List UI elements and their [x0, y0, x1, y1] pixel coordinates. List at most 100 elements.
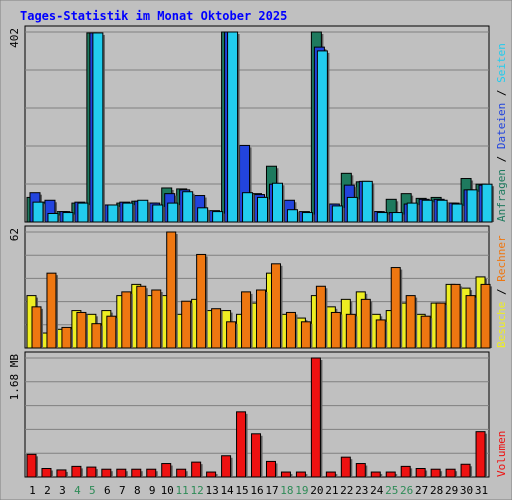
bar	[196, 253, 207, 349]
bar	[131, 468, 142, 478]
chart-title: Tages-Statistik im Monat Oktober 2025	[20, 9, 287, 23]
bar	[242, 192, 254, 223]
day-label: 30	[460, 484, 473, 497]
bar	[340, 456, 351, 478]
day-label: 19	[295, 484, 308, 497]
bar	[61, 326, 72, 349]
day-label: 5	[89, 484, 96, 497]
bar	[391, 212, 403, 223]
day-labels: 1 2 3 4 5 6 7 8 9 10 11 12 13 14 15 16 17 18 19 20 21 22 23 24 2…	[29, 484, 488, 497]
bar	[191, 461, 202, 478]
bar	[206, 471, 217, 478]
bar	[221, 455, 232, 478]
legend-item: Anfragen	[495, 169, 508, 222]
bar	[435, 302, 446, 349]
bar	[285, 311, 296, 349]
bar	[406, 202, 418, 223]
bar	[420, 315, 431, 349]
bar	[32, 201, 44, 223]
series-rechner	[31, 231, 493, 349]
series-seiten	[32, 31, 495, 223]
bar	[445, 468, 456, 478]
day-label: 25	[385, 484, 398, 497]
legend-separator: /	[495, 282, 508, 302]
bar	[76, 311, 87, 349]
bar	[31, 306, 42, 349]
day-label: 2	[44, 484, 51, 497]
day-label: 22	[340, 484, 353, 497]
bar	[212, 211, 224, 223]
bar	[226, 321, 237, 349]
bar	[370, 471, 381, 478]
bar	[316, 50, 328, 223]
day-label: 27	[415, 484, 428, 497]
bar	[227, 31, 239, 223]
bar	[310, 357, 321, 478]
day-label: 23	[355, 484, 368, 497]
bar	[161, 463, 172, 478]
panel-3: 1.68 MB Volumen	[8, 351, 508, 478]
y-max-label: 1.68 MB	[8, 354, 21, 401]
bar	[415, 468, 426, 478]
bar	[167, 202, 179, 223]
day-label: 6	[104, 484, 111, 497]
series-volumen	[26, 357, 488, 478]
bar	[121, 291, 132, 349]
day-label: 15	[235, 484, 248, 497]
bar	[211, 308, 222, 349]
bar	[481, 183, 493, 223]
bar	[346, 196, 358, 223]
bar	[265, 460, 276, 478]
legend-item: Rechner	[495, 235, 508, 282]
bar	[56, 469, 67, 478]
bar	[136, 285, 147, 349]
bar	[430, 468, 441, 478]
bar	[480, 283, 491, 349]
panel-1: 402 Anfragen / Dateien / Seiten	[8, 25, 508, 223]
day-label: 28	[430, 484, 443, 497]
bar	[465, 295, 476, 349]
bar	[355, 463, 366, 478]
day-label: 21	[325, 484, 338, 497]
day-label: 14	[220, 484, 234, 497]
day-label: 26	[400, 484, 413, 497]
bar	[295, 471, 306, 478]
bar	[106, 315, 117, 349]
day-label: 18	[280, 484, 293, 497]
day-label: 1	[29, 484, 36, 497]
bar	[166, 231, 177, 349]
bar	[301, 212, 313, 223]
bar	[376, 212, 388, 223]
bar	[91, 323, 102, 349]
bar	[385, 471, 396, 478]
bar	[62, 212, 74, 223]
bar	[26, 453, 37, 478]
day-label: 20	[310, 484, 323, 497]
bar	[375, 319, 386, 349]
bar	[257, 196, 269, 223]
legend-item: Besuche	[495, 302, 508, 348]
bar	[241, 291, 252, 349]
day-label: 31	[475, 484, 488, 497]
day-label: 24	[370, 484, 384, 497]
bar	[361, 180, 373, 223]
legend-separator: /	[495, 149, 508, 169]
y-max-label: 402	[8, 28, 21, 48]
bar	[152, 204, 164, 223]
bar	[300, 321, 311, 349]
bar	[181, 300, 192, 349]
day-label: 4	[74, 484, 81, 497]
bar	[360, 298, 371, 349]
bar	[122, 202, 134, 223]
bar	[270, 263, 281, 349]
day-label: 29	[445, 484, 458, 497]
bar	[330, 311, 341, 349]
day-label: 7	[119, 484, 126, 497]
bar	[405, 295, 416, 349]
y-max-label: 62	[8, 228, 21, 241]
bar	[92, 32, 104, 223]
bar	[77, 202, 89, 223]
bar	[331, 205, 343, 223]
bar	[286, 209, 298, 223]
